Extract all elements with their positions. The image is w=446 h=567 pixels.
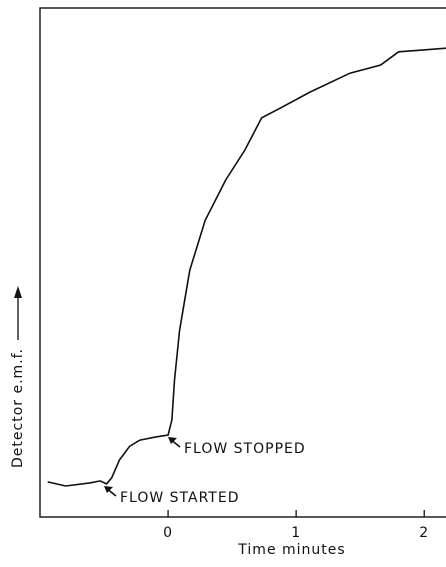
- annotation-arrows: [104, 437, 181, 497]
- y-axis-arrow: [14, 286, 22, 340]
- x-axis-label: Time minutes: [237, 542, 345, 558]
- x-tick-label: 1: [291, 525, 301, 541]
- x-tick-label: 2: [419, 525, 429, 541]
- annotation: FLOW STOPPED: [184, 441, 306, 457]
- data-line: [47, 47, 446, 487]
- x-tick-label: 0: [163, 525, 173, 541]
- annotation: FLOW STARTED: [120, 490, 239, 506]
- y-axis-label: Detector e.m.f.: [10, 348, 26, 468]
- plot-frame: [39, 7, 446, 518]
